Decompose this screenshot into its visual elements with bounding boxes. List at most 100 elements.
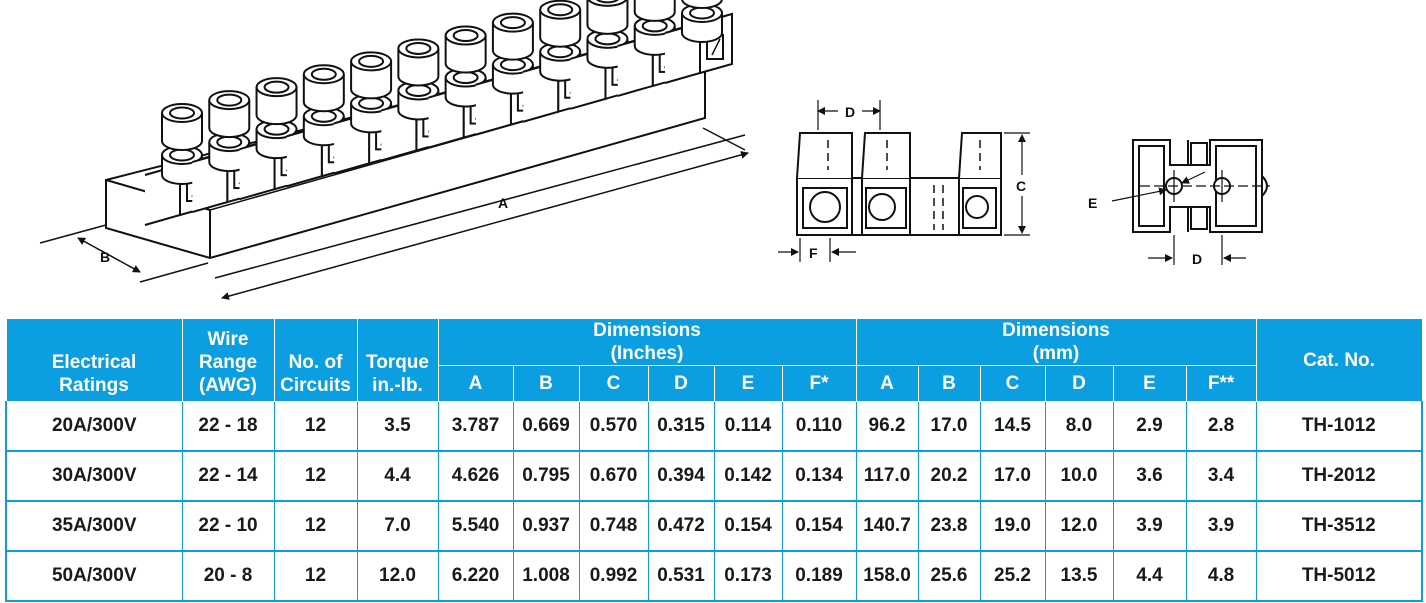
torque-cell: 3.5	[356, 401, 438, 452]
header-torque: Torque in.-lb.	[356, 318, 439, 402]
mm-a-cell: 158.0	[855, 551, 919, 602]
rating-cell: 20A/300V	[5, 401, 182, 452]
mm-a-cell: 96.2	[855, 401, 919, 452]
inch-e-cell: 0.154	[713, 501, 782, 552]
inch-b-cell: 1.008	[512, 551, 579, 602]
inch-c-cell: 0.748	[578, 501, 648, 552]
torque-cell: 4.4	[356, 451, 438, 502]
header-dimensions-inches: Dimensions (Inches)	[437, 318, 857, 366]
header-electrical-ratings: Electrical Ratings	[5, 318, 183, 402]
top-view-drawing	[1111, 139, 1270, 265]
header-inch-col-b: B	[512, 365, 580, 402]
technical-drawings: A B D C F	[39, 0, 1270, 300]
inch-b-cell: 0.669	[512, 401, 579, 452]
torque-cell: 12.0	[356, 551, 438, 602]
header-inch-col-f: F*	[781, 365, 857, 402]
header-inch-col-d: D	[647, 365, 715, 402]
mm-f-cell: 2.8	[1185, 401, 1257, 452]
circuits-cell: 12	[273, 501, 357, 552]
mm-d-cell: 10.0	[1044, 451, 1114, 502]
wire-range-cell: 20 - 8	[181, 551, 274, 602]
dimension-label-b: B	[100, 249, 110, 265]
header-inch-col-a: A	[437, 365, 514, 402]
wire-range-cell: 22 - 10	[181, 501, 274, 552]
dimension-label-d-front: D	[845, 104, 855, 120]
header-inch-col-e: E	[713, 365, 783, 402]
inch-a-cell: 5.540	[437, 501, 513, 552]
rating-cell: 50A/300V	[5, 551, 182, 602]
cat-no-cell: TH-1012	[1255, 401, 1424, 452]
header-dimensions-mm: Dimensions (mm)	[855, 318, 1257, 366]
torque-cell: 7.0	[356, 501, 438, 552]
cat-no-cell: TH-2012	[1255, 451, 1424, 502]
terminal-strip-isometric-drawing	[39, 0, 749, 300]
mm-f-cell: 3.9	[1185, 501, 1257, 552]
rating-cell: 35A/300V	[5, 501, 182, 552]
inch-a-cell: 4.626	[437, 451, 513, 502]
inch-f-cell: 0.134	[781, 451, 857, 502]
inch-c-cell: 0.670	[578, 451, 648, 502]
mm-c-cell: 14.5	[979, 401, 1046, 452]
table-row: 20A/300V 22 - 18 12 3.5 3.787 0.669 0.570 0.315…	[5, 401, 1424, 452]
mm-c-cell: 19.0	[979, 501, 1046, 552]
mm-f-cell: 4.8	[1185, 551, 1257, 602]
circuits-cell: 12	[273, 451, 357, 502]
header-mm-col-a: A	[855, 365, 919, 402]
cat-no-cell: TH-5012	[1255, 551, 1424, 602]
mm-c-cell: 17.0	[979, 451, 1046, 502]
header-wire-range: Wire Range (AWG)	[181, 318, 275, 402]
front-view-drawing	[778, 100, 1030, 262]
mm-b-cell: 25.6	[917, 551, 981, 602]
inch-f-cell: 0.154	[781, 501, 857, 552]
inch-f-cell: 0.189	[781, 551, 857, 602]
mm-c-cell: 25.2	[979, 551, 1046, 602]
mm-e-cell: 3.9	[1112, 501, 1187, 552]
mm-a-cell: 117.0	[855, 451, 919, 502]
mm-e-cell: 4.4	[1112, 551, 1187, 602]
inch-a-cell: 6.220	[437, 551, 513, 602]
circuits-cell: 12	[273, 551, 357, 602]
inch-d-cell: 0.315	[647, 401, 714, 452]
mm-d-cell: 12.0	[1044, 501, 1114, 552]
header-circuits: No. of Circuits	[273, 318, 358, 402]
circuits-cell: 12	[273, 401, 357, 452]
header-cat-no: Cat. No.	[1255, 318, 1423, 402]
inch-b-cell: 0.937	[512, 501, 579, 552]
table-row: 30A/300V 22 - 14 12 4.4 4.626 0.795 0.670 0.394…	[5, 451, 1424, 502]
inch-c-cell: 0.992	[578, 551, 648, 602]
header-mm-col-c: C	[979, 365, 1046, 402]
mm-e-cell: 3.6	[1112, 451, 1187, 502]
mm-b-cell: 23.8	[917, 501, 981, 552]
header-mm-col-f: F**	[1185, 365, 1257, 402]
mm-d-cell: 8.0	[1044, 401, 1114, 452]
inch-a-cell: 3.787	[437, 401, 513, 452]
mm-f-cell: 3.4	[1185, 451, 1257, 502]
inch-d-cell: 0.394	[647, 451, 714, 502]
header-inch-col-c: C	[578, 365, 649, 402]
wire-range-cell: 22 - 14	[181, 451, 274, 502]
dimension-label-f: F	[809, 245, 818, 261]
mm-e-cell: 2.9	[1112, 401, 1187, 452]
header-mm-col-b: B	[917, 365, 981, 402]
inch-d-cell: 0.472	[647, 501, 714, 552]
dimension-label-d-top: D	[1192, 251, 1202, 267]
rating-cell: 30A/300V	[5, 451, 182, 502]
inch-d-cell: 0.531	[647, 551, 714, 602]
cat-no-cell: TH-3512	[1255, 501, 1424, 552]
inch-c-cell: 0.570	[578, 401, 648, 452]
specification-table: Electrical Ratings Wire Range (AWG) No. …	[5, 318, 1424, 602]
inch-f-cell: 0.110	[781, 401, 857, 452]
inch-e-cell: 0.142	[713, 451, 782, 502]
header-mm-col-d: D	[1044, 365, 1114, 402]
header-mm-col-e: E	[1112, 365, 1187, 402]
table-row: 50A/300V 20 - 8 12 12.0 6.220 1.008 0.992 0.531…	[5, 551, 1424, 602]
dimension-label-a: A	[498, 195, 508, 211]
inch-e-cell: 0.114	[713, 401, 782, 452]
inch-e-cell: 0.173	[713, 551, 782, 602]
dimension-label-c: C	[1016, 178, 1026, 194]
inch-b-cell: 0.795	[512, 451, 579, 502]
dimension-label-e: E	[1088, 195, 1097, 211]
mm-a-cell: 140.7	[855, 501, 919, 552]
mm-b-cell: 20.2	[917, 451, 981, 502]
mm-d-cell: 13.5	[1044, 551, 1114, 602]
